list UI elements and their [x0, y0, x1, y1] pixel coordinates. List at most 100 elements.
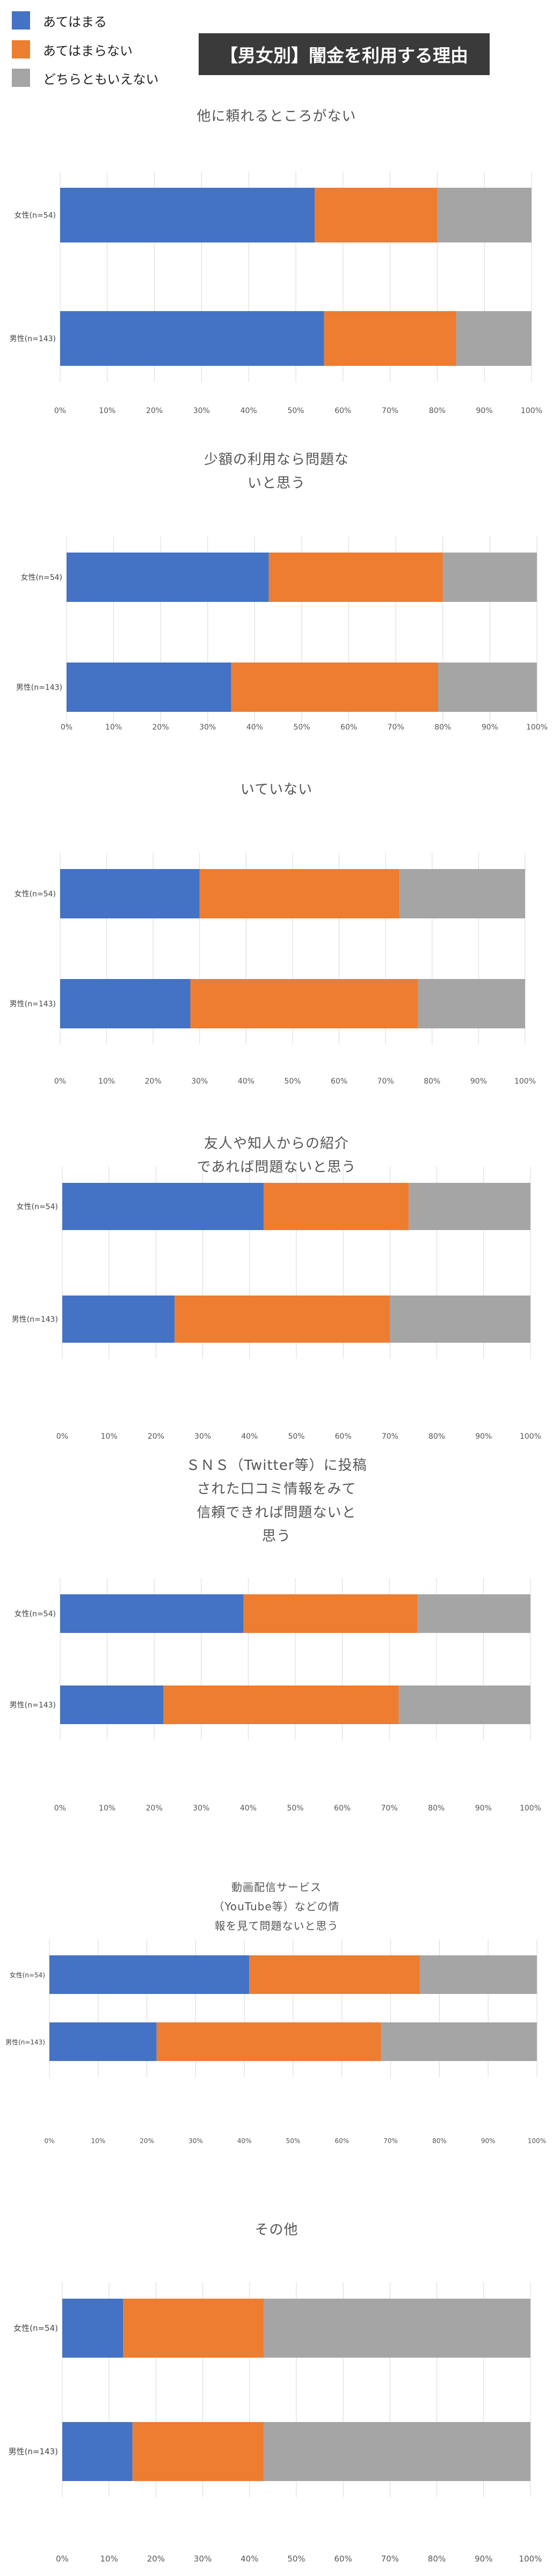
bar-segment	[62, 1183, 264, 1230]
tick-label: 20%	[146, 407, 163, 415]
legend-item-agree: あてはまる	[12, 10, 107, 31]
tick-label: 60%	[334, 1804, 351, 1813]
chart-plot: 女性(n=54) 男性(n=143) 0% 10% 20% 30% 40% 50% 60% 70%…	[10, 853, 536, 1086]
legend-swatch-disagree	[12, 40, 30, 58]
tick-label: 60%	[334, 407, 351, 415]
tick-label: 60%	[334, 2137, 349, 2145]
category-label: 男性(n=143)	[9, 2447, 58, 2456]
bar-segment	[398, 1686, 530, 1724]
chart-5: 女性(n=54) 男性(n=143) 0% 10% 20% 30% 40% 50% 60% 70%…	[0, 1454, 553, 1829]
tick-label: 30%	[194, 1432, 211, 1441]
tick-label: 90%	[481, 2137, 496, 2145]
chart-title: いていない	[0, 778, 553, 801]
tick-label: 50%	[287, 2554, 305, 2564]
chart-title-line: （YouTube等）などの情	[213, 1900, 340, 1913]
bar-segment	[420, 1955, 537, 1994]
tick-label: 30%	[194, 2554, 212, 2564]
bar-segment	[62, 2422, 133, 2481]
tick-label: 60%	[331, 1077, 347, 1086]
chart-title-line: 報を見て問題ないと思う	[214, 1919, 339, 1932]
category-label: 男性(n=143)	[16, 683, 62, 692]
chart-4: 女性(n=54) 男性(n=143) 0% 10% 20% 30% 40% 50% 60% 70%…	[0, 1132, 553, 1451]
chart-2: 女性(n=54) 男性(n=143) 0% 10% 20% 30% 40% 50% 60% 70%…	[0, 443, 553, 770]
category-label: 男性(n=143)	[12, 1315, 58, 1324]
category-label: 女性(n=54)	[10, 1971, 45, 1979]
chart-title-line: 少額の利用なら問題な	[203, 452, 349, 468]
tick-label: 80%	[429, 407, 446, 415]
tick-label: 10%	[98, 1077, 115, 1086]
chart-3: 女性(n=54) 男性(n=143) 0% 10% 20% 30% 40% 50% 60% 70%…	[0, 775, 553, 1092]
tick-label: 100%	[528, 2137, 546, 2145]
chart-title-line: 動画配信サービス	[231, 1881, 322, 1894]
legend-label-agree: あてはまる	[43, 14, 107, 30]
bar-segment	[231, 663, 439, 712]
tick-label: 40%	[238, 1077, 254, 1086]
tick-label: 70%	[383, 2137, 398, 2145]
bar-segment	[49, 1955, 250, 1994]
category-label: 男性(n=143)	[10, 1701, 56, 1710]
tick-label: 90%	[475, 2554, 492, 2564]
chart-plot: 女性(n=54) 男性(n=143) 0% 10% 20% 30% 40% 50% 60% 70%…	[10, 172, 542, 415]
tick-label: 80%	[434, 723, 451, 732]
tick-label: 50%	[293, 723, 310, 732]
legend-item-disagree: あてはまらない	[12, 39, 133, 60]
bar-segment	[390, 1296, 530, 1343]
tick-label: 100%	[520, 1432, 541, 1441]
bar-segment	[163, 1686, 399, 1724]
chart-title: その他	[0, 2218, 553, 2242]
bar-segment	[418, 979, 525, 1028]
tick-label: 0%	[44, 2137, 54, 2145]
tick-label: 80%	[432, 2137, 447, 2145]
bar-segment	[60, 869, 200, 918]
tick-label: 30%	[188, 2137, 203, 2145]
chart-title-line: 思う	[261, 1528, 291, 1544]
tick-label: 50%	[284, 1077, 301, 1086]
bar-segment	[442, 553, 537, 602]
tick-label: 20%	[145, 1077, 162, 1086]
tick-label: 40%	[246, 723, 263, 732]
tick-label: 10%	[91, 2137, 105, 2145]
tick-label: 80%	[428, 1804, 445, 1813]
legend-label-disagree: あてはまらない	[43, 43, 133, 58]
category-label: 男性(n=143)	[10, 335, 56, 343]
tick-label: 40%	[241, 2554, 258, 2564]
tick-label: 70%	[381, 2554, 399, 2564]
bar-segment	[263, 2299, 530, 2358]
bar-segment	[381, 2022, 537, 2061]
chart-title-line: であれば問題ないと思う	[197, 1159, 356, 1175]
bar-segment	[437, 188, 532, 242]
chart-title: 他に頼れるところがない	[0, 105, 553, 128]
bar-segment	[263, 1183, 409, 1230]
category-label: 女性(n=54)	[14, 889, 56, 899]
tick-label: 10%	[100, 2554, 118, 2564]
bar-segment	[67, 553, 269, 602]
chart-plot: 女性(n=54) 男性(n=143) 0% 10% 20% 30% 40% 50% 60% 70%…	[16, 536, 548, 732]
bar-segment	[438, 663, 537, 712]
chart-title: 少額の利用なら問題な いと思う	[0, 448, 553, 495]
bar-segment	[399, 869, 525, 918]
tick-label: 100%	[526, 723, 548, 732]
tick-label: 20%	[140, 2137, 154, 2145]
tick-label: 90%	[476, 407, 493, 415]
category-label: 女性(n=54)	[14, 211, 56, 220]
bar-segment	[156, 2022, 381, 2061]
chart-7: 女性(n=54) 男性(n=143) 0% 10% 20% 30% 40% 50% 60% 70%…	[0, 2205, 553, 2576]
chart-title-line: された口コミ情報をみて	[197, 1481, 356, 1497]
tick-label: 20%	[152, 723, 169, 732]
bar-segment	[417, 1594, 530, 1633]
bar-segment	[409, 1183, 530, 1230]
tick-label: 60%	[340, 723, 357, 732]
bar-segment	[199, 869, 400, 918]
category-label: 女性(n=54)	[14, 1609, 56, 1618]
tick-label: 80%	[424, 1077, 440, 1086]
header: あてはまる あてはまらない どちらともいえない 【男女別】闇金を利用する理由	[0, 0, 553, 91]
bar-segment	[132, 2422, 264, 2481]
tick-label: 100%	[520, 1804, 541, 1813]
chart-title: 動画配信サービス （YouTube等）などの情 報を見て問題ないと思う	[0, 1878, 553, 1935]
tick-label: 20%	[148, 1432, 164, 1441]
bar-segment	[62, 2299, 123, 2358]
bar-segment	[263, 2422, 530, 2481]
tick-label: 40%	[241, 407, 257, 415]
tick-label: 60%	[335, 1432, 352, 1441]
legend-label-neutral: どちらともいえない	[43, 71, 159, 87]
